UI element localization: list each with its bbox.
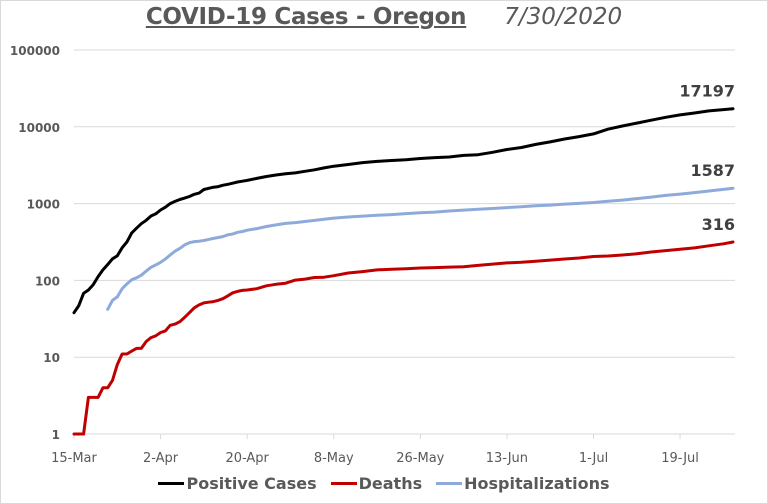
legend-item-deaths: Deaths [330, 474, 423, 493]
series-lines [72, 107, 735, 436]
y-tick-label: 100 [35, 274, 60, 288]
x-tick-label: 26-May [396, 451, 444, 466]
x-tick-label: 20-Apr [225, 451, 269, 466]
y-tick-label: 1000 [27, 198, 60, 212]
x-tick-label: 2-Apr [143, 451, 179, 466]
gridlines [74, 49, 735, 435]
x-tick-label: 13-Jun [486, 451, 528, 466]
series-line-hospitalizations [106, 186, 735, 311]
legend-swatch-positive-cases [158, 482, 185, 485]
legend-item-hospitalizations: Hospitalizations [436, 474, 610, 493]
chart-title-text: COVID-19 Cases - Oregon [145, 4, 467, 30]
legend-item-positive-cases: Positive Cases [158, 474, 317, 493]
legend: Positive Cases Deaths Hospitalizations [0, 474, 768, 493]
x-tick-label: 1-Jul [579, 451, 608, 466]
x-tick-label: 19-Jul [661, 451, 699, 466]
legend-label-hospitalizations: Hospitalizations [464, 474, 610, 493]
y-tick-label: 100000 [10, 44, 60, 58]
chart-subtitle-date: 7/30/2020 [504, 4, 623, 30]
legend-swatch-deaths [330, 482, 357, 485]
end-label-positive-cases: 17197 [679, 82, 735, 101]
legend-label-positive-cases: Positive Cases [186, 474, 317, 493]
legend-label-deaths: Deaths [358, 474, 423, 493]
end-label-hospitalizations: 1587 [690, 161, 735, 180]
y-tick-label: 10000 [18, 121, 60, 135]
x-axis-ticks: 15-Mar 2-Apr 20-Apr 8-May 26-May 13-Jun 1-Jul 1… [51, 434, 699, 466]
legend-swatch-hospitalizations [436, 482, 463, 485]
y-tick-label: 1 [52, 428, 60, 442]
end-label-deaths: 316 [702, 215, 735, 234]
x-tick-label: 15-Mar [51, 451, 97, 466]
chart-title: COVID-19 Cases - Oregon 7/30/2020 [0, 4, 768, 30]
series-line-deaths [72, 240, 735, 436]
y-tick-label: 10 [43, 351, 60, 365]
series-line-positive-cases [72, 107, 735, 315]
end-labels: 17197 316 1587 [679, 82, 735, 234]
y-axis-ticks: 1 10 100 1000 10000 100000 [10, 44, 60, 442]
x-tick-label: 8-May [314, 451, 354, 466]
